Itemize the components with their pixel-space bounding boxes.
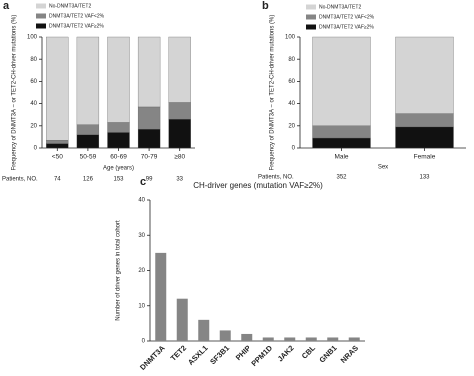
bar-segment	[46, 36, 69, 141]
x-tick-label: GNB1	[317, 343, 338, 364]
bar-segment	[137, 128, 161, 149]
y-tick-label: 20	[288, 123, 295, 129]
y-tick-label: 20	[138, 268, 145, 274]
bar-segment	[312, 36, 371, 126]
x-tick-label: ≥80	[174, 154, 185, 161]
x-tick-label: Female	[414, 154, 436, 161]
legend-label: DNMT3A/TET2 VAF≥2%	[49, 23, 104, 29]
legend-label: DNMT3A/TET2 VAF≥2%	[319, 24, 374, 30]
x-tick-label: ASXL1	[186, 343, 209, 366]
bar	[198, 319, 210, 341]
x-tick-label: TET2	[169, 343, 188, 362]
y-tick-label: 0	[292, 146, 296, 152]
y-tick-label: 0	[142, 339, 146, 345]
legend-swatch	[36, 13, 46, 19]
patient-count: 33	[176, 177, 183, 183]
x-tick-label: JAK2	[276, 343, 296, 363]
patient-count: 133	[419, 175, 430, 181]
y-tick-label: 80	[30, 57, 37, 63]
y-tick-label: 20	[30, 123, 37, 129]
bar-segment	[312, 125, 371, 139]
bar-segment	[168, 36, 191, 103]
x-tick-label: SF3B1	[208, 343, 231, 366]
bar-segment	[107, 122, 130, 133]
bar-segment	[46, 140, 69, 144]
bar-segment	[395, 126, 454, 149]
x-tick-label: 70-79	[141, 154, 158, 161]
x-tick-label: DNMT3A	[138, 343, 167, 372]
bar	[241, 333, 253, 341]
bar-segment	[137, 106, 161, 130]
bar-segment	[76, 36, 100, 125]
x-axis-label: Sex	[378, 165, 388, 171]
bar	[305, 337, 317, 341]
bar-segment	[395, 113, 454, 128]
legend-label: No-DNMT3A/TET2	[49, 3, 91, 9]
bar	[348, 337, 360, 341]
bar-segment	[107, 36, 130, 123]
x-tick-label: Male	[334, 154, 348, 161]
x-tick-label: <50	[52, 154, 63, 161]
row-label: Patients, NO.	[258, 175, 294, 181]
chart-title: CH-driver genes (mutation VAF≥2%)	[193, 181, 323, 190]
y-axis-label: Number of driver genes in total cohort	[116, 220, 122, 321]
y-tick-label: 40	[288, 101, 295, 107]
patient-count: 352	[336, 175, 347, 181]
y-tick-label: 0	[34, 146, 38, 152]
legend-swatch	[36, 23, 46, 29]
x-tick-label: 60-69	[110, 154, 127, 161]
legend-label: No-DNMT3A/TET2	[319, 4, 361, 10]
patient-count: 126	[83, 177, 94, 183]
legend-swatch	[306, 14, 316, 20]
bar-segment	[395, 36, 454, 114]
x-tick-label: 50-59	[80, 154, 97, 161]
bar-segment	[46, 143, 69, 149]
panel-letter: b	[262, 0, 269, 12]
bar	[155, 252, 167, 341]
row-label: Patients, NO.	[2, 177, 38, 183]
patient-count: 153	[113, 177, 124, 183]
y-tick-label: 40	[30, 101, 37, 107]
legend-label: DNMT3A/TET2 VAF<2%	[319, 14, 375, 20]
patient-count: 99	[146, 177, 153, 183]
y-tick-label: 60	[30, 79, 37, 85]
x-tick-label: PPM1D	[249, 343, 274, 368]
patient-count: 74	[54, 177, 61, 183]
bar-segment	[168, 118, 191, 149]
bar-segment	[107, 132, 130, 149]
y-tick-label: 100	[27, 35, 38, 41]
legend-swatch	[36, 3, 46, 9]
y-axis-label: Frequency of DNMT3A − or TET2-CH-driver …	[270, 15, 276, 171]
legend-swatch	[306, 4, 316, 10]
legend-label: DNMT3A/TET2 VAF<2%	[49, 13, 105, 19]
bar	[284, 337, 296, 341]
y-tick-label: 100	[285, 35, 296, 41]
bar	[176, 298, 188, 341]
x-tick-label: CBL	[300, 343, 318, 361]
legend-swatch	[306, 24, 316, 30]
y-tick-label: 10	[138, 303, 145, 309]
y-tick-label: 40	[138, 198, 145, 204]
bar	[327, 337, 339, 341]
bar-segment	[168, 102, 191, 120]
bar-segment	[76, 134, 100, 149]
panel-letter: c	[140, 176, 146, 188]
y-tick-label: 30	[138, 233, 145, 239]
bar-segment	[76, 124, 100, 135]
x-tick-label: NRAS	[339, 343, 360, 364]
x-axis-label: Age (years)	[103, 166, 134, 172]
y-tick-label: 60	[288, 79, 295, 85]
bar	[219, 330, 231, 341]
panel-letter: a	[3, 0, 10, 12]
bar	[262, 337, 274, 341]
x-tick-label: PHIP	[234, 343, 253, 362]
bar-segment	[312, 137, 371, 149]
y-axis-label: Frequency of DNMT3A − or TET2-CH-driver …	[12, 15, 18, 171]
y-tick-label: 80	[288, 57, 295, 63]
bar-segment	[137, 36, 161, 108]
